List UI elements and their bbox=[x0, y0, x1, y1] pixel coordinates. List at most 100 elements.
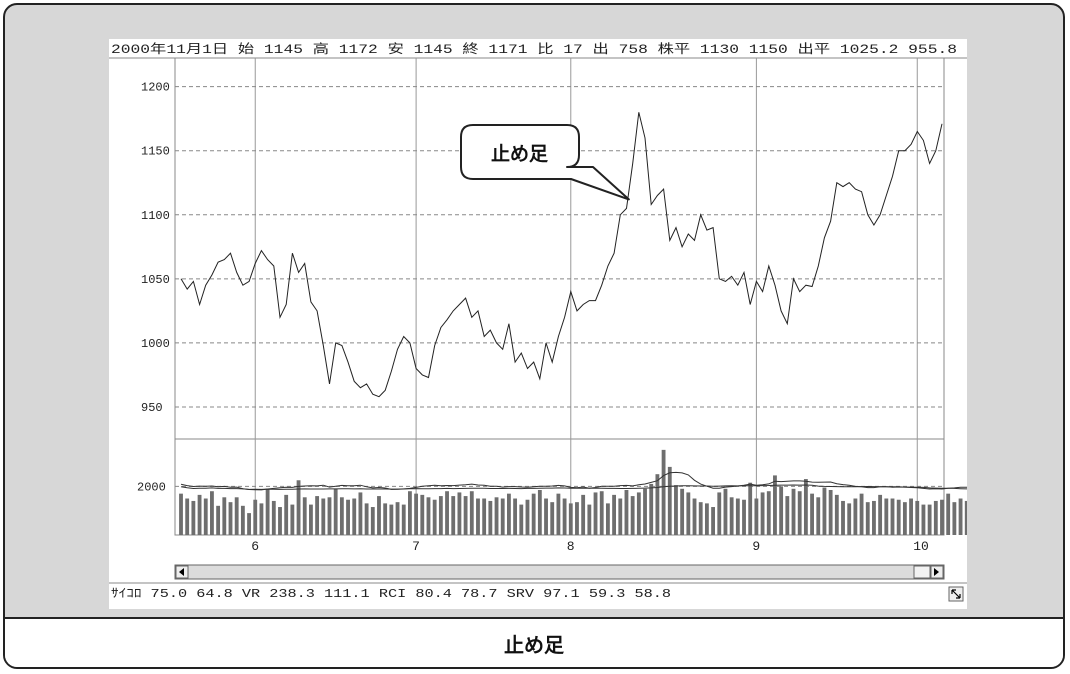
volume-bar bbox=[896, 499, 901, 535]
volume-tick-label: 2000 bbox=[137, 480, 166, 494]
scroll-thumb[interactable] bbox=[913, 565, 931, 579]
volume-bar bbox=[940, 499, 944, 535]
volume-bar bbox=[179, 493, 183, 535]
volume-bar bbox=[735, 498, 740, 535]
volume-bar bbox=[525, 499, 530, 535]
volume-bar bbox=[253, 499, 258, 535]
volume-bar bbox=[630, 496, 635, 535]
volume-bar bbox=[766, 491, 771, 535]
volume-bar bbox=[420, 494, 425, 535]
resize-grip-icon bbox=[951, 589, 961, 599]
volume-bar bbox=[506, 493, 511, 535]
volume-bar bbox=[259, 503, 264, 535]
volume-bar bbox=[921, 504, 926, 535]
x-tick-label: 9 bbox=[752, 539, 760, 554]
volume-bar bbox=[636, 492, 641, 535]
volume-bar bbox=[469, 491, 474, 535]
price-tick-label: 1050 bbox=[141, 273, 170, 287]
volume-bar bbox=[333, 488, 338, 535]
x-tick-label: 8 bbox=[567, 539, 575, 554]
volume-bar bbox=[902, 502, 907, 535]
horizontal-scrollbar[interactable] bbox=[174, 564, 945, 580]
volume-bar bbox=[197, 494, 202, 535]
volume-bar bbox=[568, 503, 573, 535]
volume-bar bbox=[624, 490, 629, 535]
volume-bar bbox=[704, 503, 709, 535]
volume-bar bbox=[667, 466, 672, 535]
volume-bar bbox=[853, 498, 858, 535]
callout-label: 止め足 bbox=[491, 143, 549, 165]
volume-bar bbox=[605, 503, 610, 535]
price-line bbox=[180, 112, 943, 398]
volume-bar bbox=[321, 498, 326, 535]
volume-bar bbox=[302, 497, 307, 535]
volume-bar bbox=[364, 503, 369, 535]
volume-bar bbox=[587, 504, 592, 535]
volume-bar bbox=[488, 500, 493, 535]
volume-bar bbox=[599, 491, 604, 535]
volume-bar bbox=[810, 493, 814, 535]
volume-bar bbox=[210, 491, 214, 535]
volume-bar bbox=[247, 513, 251, 535]
volume-bar bbox=[395, 502, 400, 535]
volume-bar bbox=[327, 497, 332, 535]
volume-bar bbox=[284, 494, 289, 535]
volume-bar bbox=[698, 502, 703, 535]
volume-bar bbox=[686, 492, 691, 535]
volume-bar bbox=[859, 493, 864, 535]
volume-bar bbox=[841, 500, 845, 535]
volume-bar bbox=[946, 493, 951, 535]
volume-bar bbox=[531, 493, 536, 535]
callout-bubble bbox=[460, 124, 630, 201]
volume-bar bbox=[791, 488, 796, 535]
header-quote-line: 2000年11月1日 始 1145 高 1172 安 1145 終 1171 比… bbox=[111, 41, 957, 57]
price-tick-label: 1000 bbox=[141, 337, 170, 351]
volume-bar bbox=[884, 498, 889, 535]
volume-bar bbox=[457, 492, 462, 535]
volume-bar bbox=[834, 494, 839, 535]
price-tick-label: 1150 bbox=[141, 145, 170, 159]
volume-bar bbox=[500, 498, 505, 535]
volume-bar bbox=[432, 499, 437, 535]
volume-average-line bbox=[180, 484, 967, 490]
volume-bar bbox=[754, 498, 759, 535]
volume-bar bbox=[438, 496, 443, 535]
volume-bar bbox=[185, 498, 190, 535]
volume-bar bbox=[865, 502, 870, 535]
volume-bar bbox=[760, 492, 765, 535]
volume-bar bbox=[878, 494, 883, 535]
volume-bar bbox=[680, 488, 685, 535]
volume-bar bbox=[216, 505, 221, 535]
scroll-left-arrow-icon bbox=[179, 568, 184, 576]
volume-bar bbox=[309, 504, 313, 535]
volume-bar bbox=[723, 488, 728, 535]
figure-frame: 2000年11月1日 始 1145 高 1172 安 1145 終 1171 比… bbox=[3, 3, 1065, 669]
volume-bar bbox=[358, 492, 363, 535]
volume-bar bbox=[964, 500, 967, 535]
volume-bar bbox=[785, 496, 790, 535]
volume-bar bbox=[816, 497, 821, 535]
volume-bar bbox=[222, 497, 227, 535]
volume-bar bbox=[234, 497, 239, 535]
volume-bar bbox=[952, 502, 957, 535]
volume-bar bbox=[451, 496, 456, 535]
stock-chart: 2000年11月1日 始 1145 高 1172 安 1145 終 1171 比… bbox=[109, 41, 967, 602]
scroll-right-arrow-icon bbox=[934, 568, 939, 576]
volume-bar bbox=[575, 502, 579, 535]
volume-bar bbox=[890, 498, 895, 535]
volume-bar bbox=[649, 483, 654, 535]
volume-bar bbox=[228, 502, 233, 535]
x-tick-label: 6 bbox=[251, 539, 259, 554]
volume-bar bbox=[717, 492, 722, 535]
volume-bar bbox=[296, 480, 301, 535]
volume-bar bbox=[203, 498, 208, 535]
volume-bar bbox=[315, 496, 320, 535]
volume-bar bbox=[408, 491, 412, 535]
volume-bar bbox=[537, 490, 542, 535]
volume-bar bbox=[915, 500, 920, 535]
volume-bar bbox=[779, 486, 784, 535]
volume-bar bbox=[729, 497, 734, 535]
volume-bar bbox=[692, 498, 697, 535]
volume-bar bbox=[562, 498, 567, 535]
volume-bar bbox=[933, 500, 938, 535]
